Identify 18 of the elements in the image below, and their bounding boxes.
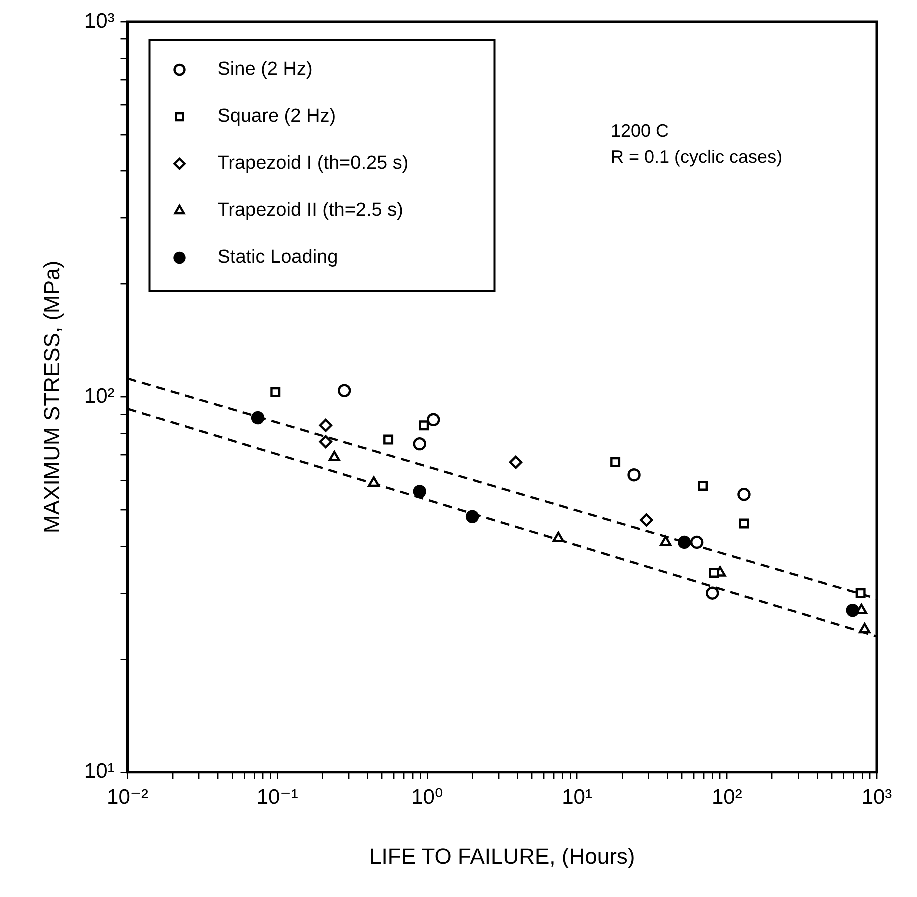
x-tick-label: 10⁰	[412, 786, 444, 809]
annotation: R = 0.1 (cyclic cases)	[611, 146, 783, 167]
legend-label: Static Loading	[218, 247, 338, 268]
legend-label: Trapezoid II (th=2.5 s)	[218, 200, 404, 222]
y-axis-title: MAXIMUM STRESS, (MPa)	[39, 260, 64, 534]
x-tick-label: 10¹	[562, 786, 592, 809]
legend-label: Trapezoid I (th=0.25 s)	[218, 153, 409, 174]
legend-label: Sine (2 Hz)	[218, 59, 313, 80]
x-tick-label: 10⁻¹	[256, 786, 298, 809]
x-axis-title: LIFE TO FAILURE, (Hours)	[370, 844, 636, 869]
y-tick-label: 10¹	[84, 760, 115, 784]
y-tick-label: 10²	[84, 384, 115, 408]
y-tick-label: 10³	[84, 10, 115, 33]
x-tick-label: 10⁻²	[107, 786, 148, 809]
x-tick-label: 10³	[862, 786, 892, 809]
x-tick-label: 10²	[712, 786, 742, 809]
legend-label: Square (2 Hz)	[218, 106, 336, 128]
annotation: 1200 C	[611, 120, 670, 141]
